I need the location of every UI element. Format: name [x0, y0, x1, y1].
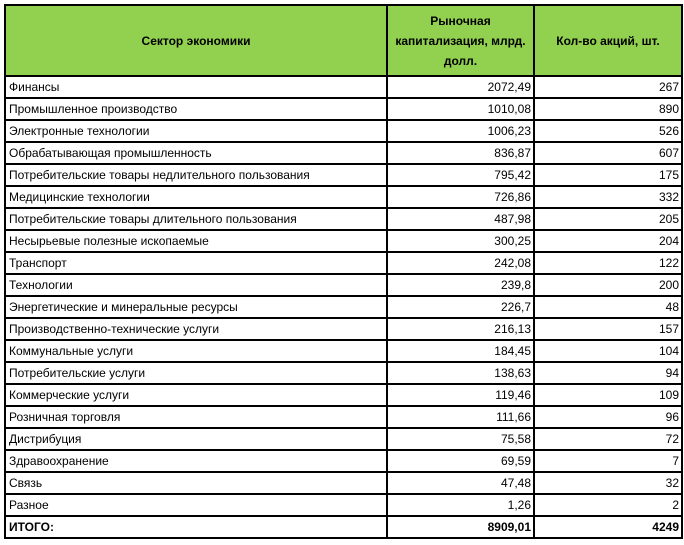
market-cap-cell: 239,8	[386, 273, 535, 297]
table-row: Коммерческие услуги 119,46 109	[4, 383, 683, 407]
market-cap-cell: 8909,01	[386, 515, 535, 539]
market-cap-cell: 226,7	[386, 295, 535, 319]
sector-cell: Несырьевые полезные ископаемые	[4, 229, 388, 253]
share-count-cell: 200	[533, 273, 683, 297]
table-row: Промышленное производство 1010,08 890	[4, 97, 683, 121]
table-row: Коммунальные услуги 184,45 104	[4, 339, 683, 363]
sector-cell: Коммерческие услуги	[4, 383, 388, 407]
header-market-cap: Рыночная капитализация, млрд. долл.	[386, 4, 535, 77]
market-cap-cell: 487,98	[386, 207, 535, 231]
share-count-cell: 890	[533, 97, 683, 121]
share-count-cell: 72	[533, 427, 683, 451]
table-row: Несырьевые полезные ископаемые 300,25 204	[4, 229, 683, 253]
share-count-cell: 175	[533, 163, 683, 187]
sector-cell: Технологии	[4, 273, 388, 297]
sector-cell: Транспорт	[4, 251, 388, 275]
sector-cell: ИТОГО:	[4, 515, 388, 539]
table-row: Разное 1,26 2	[4, 493, 683, 517]
share-count-cell: 332	[533, 185, 683, 209]
sector-cell: Коммунальные услуги	[4, 339, 388, 363]
market-cap-cell: 75,58	[386, 427, 535, 451]
table-row: Технологии 239,8 200	[4, 273, 683, 297]
sector-cell: Потребительские услуги	[4, 361, 388, 385]
sector-cell: Электронные технологии	[4, 119, 388, 143]
share-count-cell: 267	[533, 75, 683, 99]
sector-cell: Медицинские технологии	[4, 185, 388, 209]
market-cap-cell: 1006,23	[386, 119, 535, 143]
market-cap-cell: 138,63	[386, 361, 535, 385]
table-row: Розничная торговля 111,66 96	[4, 405, 683, 429]
market-cap-cell: 726,86	[386, 185, 535, 209]
table-row: Потребительские услуги 138,63 94	[4, 361, 683, 385]
sector-cell: Связь	[4, 471, 388, 495]
market-cap-cell: 242,08	[386, 251, 535, 275]
market-cap-cell: 836,87	[386, 141, 535, 165]
market-cap-cell: 184,45	[386, 339, 535, 363]
market-cap-cell: 1010,08	[386, 97, 535, 121]
sector-cell: Потребительские товары длительного польз…	[4, 207, 388, 231]
table-row: Электронные технологии 1006,23 526	[4, 119, 683, 143]
market-cap-cell: 2072,49	[386, 75, 535, 99]
share-count-cell: 4249	[533, 515, 683, 539]
table-row: Производственно-технические услуги 216,13…	[4, 317, 683, 341]
table-row: Дистрибуция 75,58 72	[4, 427, 683, 451]
table-row: Здравоохранение 69,59 7	[4, 449, 683, 473]
share-count-cell: 157	[533, 317, 683, 341]
share-count-cell: 32	[533, 471, 683, 495]
table-row: Связь 47,48 32	[4, 471, 683, 495]
sector-cell: Потребительские товары недлительного пол…	[4, 163, 388, 187]
table-row: Транспорт 242,08 122	[4, 251, 683, 275]
market-cap-cell: 119,46	[386, 383, 535, 407]
share-count-cell: 205	[533, 207, 683, 231]
market-cap-cell: 47,48	[386, 471, 535, 495]
table-row: Потребительские товары недлительного пол…	[4, 163, 683, 187]
sector-cell: Здравоохранение	[4, 449, 388, 473]
share-count-cell: 526	[533, 119, 683, 143]
table-row: Энергетические и минеральные ресурсы 226,…	[4, 295, 683, 319]
share-count-cell: 122	[533, 251, 683, 275]
market-cap-cell: 795,42	[386, 163, 535, 187]
share-count-cell: 204	[533, 229, 683, 253]
share-count-cell: 96	[533, 405, 683, 429]
total-row: ИТОГО: 8909,01 4249	[4, 515, 683, 539]
market-cap-cell: 111,66	[386, 405, 535, 429]
share-count-cell: 607	[533, 141, 683, 165]
market-cap-cell: 216,13	[386, 317, 535, 341]
share-count-cell: 94	[533, 361, 683, 385]
market-cap-cell: 69,59	[386, 449, 535, 473]
sector-cell: Энергетические и минеральные ресурсы	[4, 295, 388, 319]
table-row: Медицинские технологии 726,86 332	[4, 185, 683, 209]
table-row: Потребительские товары длительного польз…	[4, 207, 683, 231]
sector-cell: Промышленное производство	[4, 97, 388, 121]
market-cap-cell: 300,25	[386, 229, 535, 253]
share-count-cell: 109	[533, 383, 683, 407]
table-row: Обрабатывающая промышленность 836,87 607	[4, 141, 683, 165]
header-sector: Сектор экономики	[4, 4, 388, 77]
sector-cell: Розничная торговля	[4, 405, 388, 429]
sector-cell: Производственно-технические услуги	[4, 317, 388, 341]
market-cap-cell: 1,26	[386, 493, 535, 517]
sector-capitalization-table: Сектор экономики Рыночная капитализация,…	[4, 4, 683, 539]
sector-cell: Обрабатывающая промышленность	[4, 141, 388, 165]
share-count-cell: 2	[533, 493, 683, 517]
header-share-count: Кол-во акций, шт.	[533, 4, 683, 77]
header-row: Сектор экономики Рыночная капитализация,…	[4, 4, 683, 77]
share-count-cell: 48	[533, 295, 683, 319]
sector-cell: Разное	[4, 493, 388, 517]
share-count-cell: 7	[533, 449, 683, 473]
table-row: Финансы 2072,49 267	[4, 75, 683, 99]
sector-cell: Дистрибуция	[4, 427, 388, 451]
sector-cell: Финансы	[4, 75, 388, 99]
share-count-cell: 104	[533, 339, 683, 363]
